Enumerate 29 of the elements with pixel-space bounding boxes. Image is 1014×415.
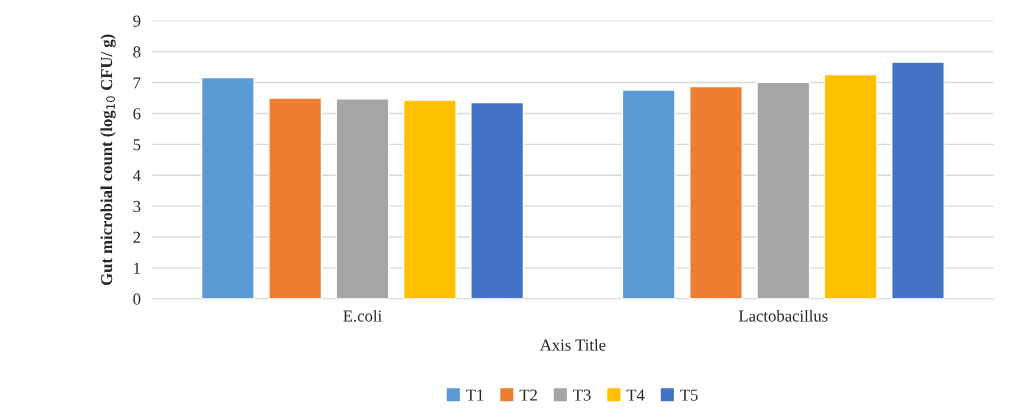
y-tick-label: 4 bbox=[132, 170, 141, 181]
bar bbox=[268, 97, 323, 299]
y-tick-label: 1 bbox=[134, 262, 140, 274]
x-tick-label: E.coli bbox=[343, 309, 382, 322]
bar bbox=[200, 76, 255, 299]
legend-label: T1 bbox=[466, 389, 484, 401]
y-tick-label: 9 bbox=[133, 15, 141, 27]
bar bbox=[402, 99, 457, 299]
bar bbox=[756, 81, 811, 299]
bar bbox=[470, 101, 525, 299]
bar bbox=[335, 98, 390, 299]
x-tick-label: Lactobacillus bbox=[738, 309, 828, 322]
bar bbox=[621, 89, 676, 299]
bar bbox=[891, 61, 945, 299]
y-tick-label: 8 bbox=[133, 46, 141, 58]
legend-label: T5 bbox=[680, 389, 698, 401]
x-axis-title: Axis Title bbox=[539, 338, 606, 351]
y-tick-label: 0 bbox=[133, 293, 141, 305]
bar bbox=[689, 85, 743, 299]
legend-label: T2 bbox=[519, 389, 537, 401]
y-axis-title: Gut microbial count (log$_{10}$ CFU/ g) bbox=[100, 34, 116, 286]
y-tick-label: 6 bbox=[133, 108, 141, 120]
legend-label: T3 bbox=[573, 389, 591, 401]
y-tick-label: 2 bbox=[133, 231, 141, 243]
y-tick-label: 7 bbox=[133, 77, 141, 89]
bar bbox=[823, 73, 878, 299]
y-tick-label: 5 bbox=[133, 139, 141, 151]
y-tick-label: 3 bbox=[133, 200, 141, 213]
legend-label: T4 bbox=[626, 389, 645, 401]
